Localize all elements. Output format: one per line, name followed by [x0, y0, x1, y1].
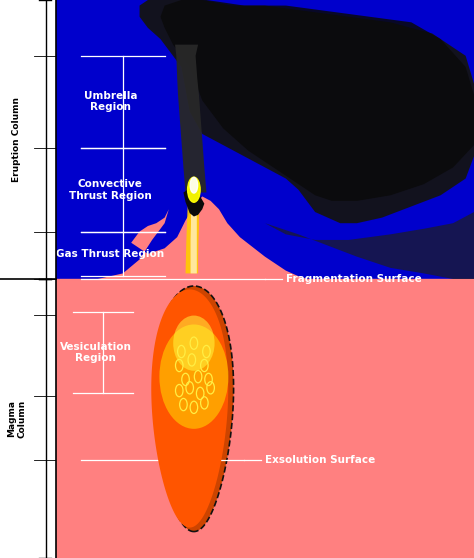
Polygon shape [175, 45, 207, 193]
Polygon shape [139, 0, 474, 223]
Text: Umbrella
Region: Umbrella Region [83, 91, 137, 112]
Text: Eruption Column: Eruption Column [12, 97, 21, 182]
Ellipse shape [173, 315, 215, 371]
Text: Magma
Column: Magma Column [7, 400, 27, 437]
Text: Vesiculation
Region: Vesiculation Region [60, 342, 132, 363]
Bar [56, 0, 474, 279]
Text: Convective
Thrust Region: Convective Thrust Region [69, 179, 152, 200]
Text: Fragmentation Surface: Fragmentation Surface [286, 274, 421, 284]
Text: Exsolution Surface: Exsolution Surface [265, 455, 375, 465]
Polygon shape [154, 286, 234, 532]
Text: Gas Thrust Region: Gas Thrust Region [56, 249, 164, 259]
Polygon shape [185, 193, 200, 273]
Polygon shape [183, 189, 204, 217]
Polygon shape [151, 290, 228, 527]
Polygon shape [191, 193, 197, 273]
Ellipse shape [188, 177, 200, 202]
Polygon shape [265, 212, 474, 279]
Polygon shape [160, 0, 474, 201]
Ellipse shape [159, 325, 228, 429]
Bar [56, 279, 474, 558]
Polygon shape [56, 196, 307, 279]
Ellipse shape [190, 177, 198, 193]
